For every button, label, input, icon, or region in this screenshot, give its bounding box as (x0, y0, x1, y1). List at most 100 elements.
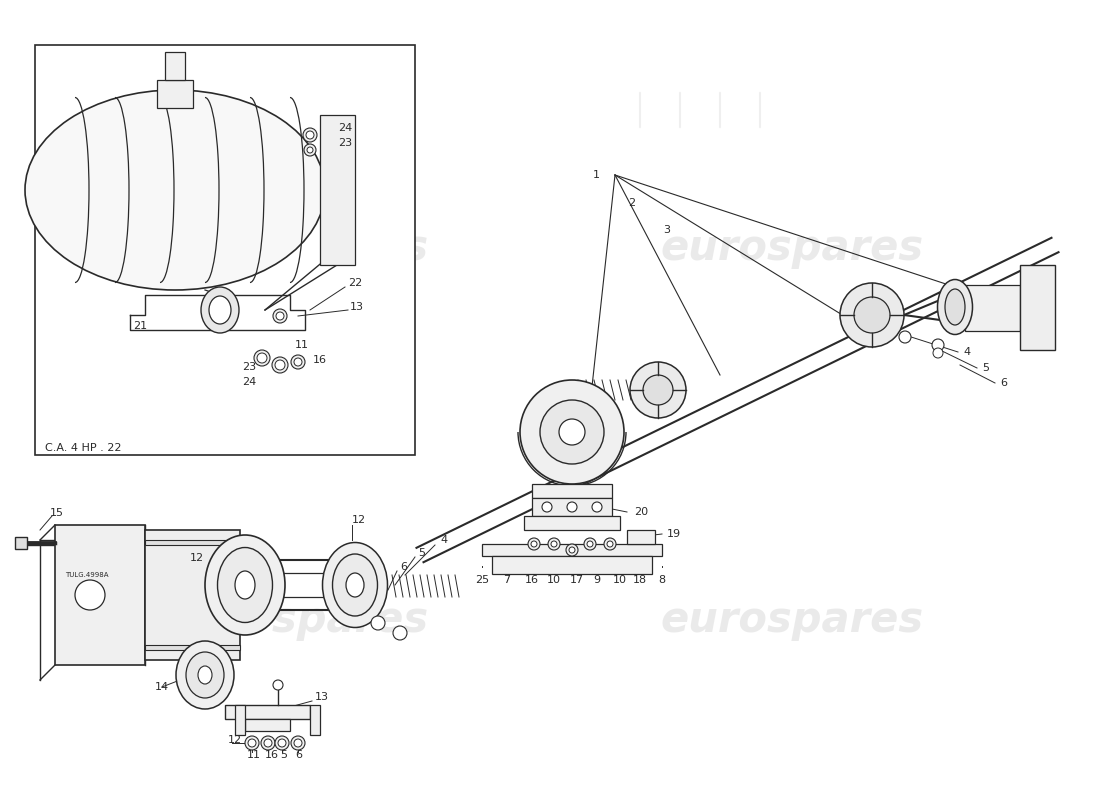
Bar (145, 540, 240, 545)
Ellipse shape (332, 554, 377, 616)
Circle shape (273, 680, 283, 690)
Bar (524, 516, 620, 530)
Circle shape (592, 502, 602, 512)
Circle shape (294, 358, 302, 366)
Circle shape (520, 380, 624, 484)
Text: 12: 12 (352, 515, 366, 525)
Circle shape (254, 350, 270, 366)
Text: 14: 14 (155, 682, 169, 692)
Circle shape (933, 348, 943, 358)
Bar (245, 719, 290, 731)
Circle shape (584, 538, 596, 550)
Text: 5: 5 (280, 750, 287, 760)
Bar (145, 530, 240, 660)
Bar (235, 705, 245, 735)
Text: 9: 9 (593, 575, 601, 585)
Circle shape (294, 739, 302, 747)
Circle shape (566, 502, 578, 512)
Text: 25: 25 (475, 575, 490, 585)
Text: 11: 11 (295, 340, 309, 350)
Circle shape (587, 541, 593, 547)
Text: C.A. 4 HP . 22: C.A. 4 HP . 22 (45, 443, 121, 453)
Circle shape (307, 147, 314, 153)
Text: eurospares: eurospares (660, 227, 924, 269)
Text: 16: 16 (265, 750, 279, 760)
Circle shape (302, 128, 317, 142)
Text: 5: 5 (982, 363, 989, 373)
Bar (320, 115, 355, 265)
Text: 7: 7 (504, 575, 510, 585)
Text: 3: 3 (663, 225, 670, 235)
Circle shape (542, 502, 552, 512)
Text: 16: 16 (525, 575, 539, 585)
Bar (482, 544, 662, 556)
Ellipse shape (346, 573, 364, 597)
Text: eurospares: eurospares (165, 599, 429, 641)
Bar (165, 52, 185, 80)
Circle shape (932, 339, 944, 351)
Circle shape (540, 400, 604, 464)
Circle shape (371, 616, 385, 630)
Bar (627, 530, 654, 544)
Circle shape (306, 131, 313, 139)
Text: 10: 10 (613, 575, 627, 585)
Text: 13: 13 (350, 302, 364, 312)
Circle shape (304, 144, 316, 156)
Circle shape (604, 538, 616, 550)
Text: 24: 24 (242, 377, 256, 387)
Text: 24: 24 (338, 123, 352, 133)
Circle shape (275, 736, 289, 750)
Ellipse shape (209, 296, 231, 324)
Circle shape (840, 283, 904, 347)
Text: 21: 21 (133, 321, 147, 331)
Circle shape (531, 541, 537, 547)
Circle shape (245, 736, 258, 750)
Circle shape (272, 357, 288, 373)
Text: 2: 2 (628, 198, 635, 208)
Text: 10: 10 (547, 575, 561, 585)
Text: 5: 5 (418, 548, 425, 558)
Bar (532, 498, 612, 516)
Ellipse shape (322, 542, 387, 627)
Text: 6: 6 (400, 562, 407, 572)
Circle shape (569, 547, 575, 553)
Bar (532, 484, 612, 498)
Ellipse shape (235, 571, 255, 599)
Circle shape (393, 626, 407, 640)
Text: 18: 18 (632, 575, 647, 585)
Circle shape (644, 375, 673, 405)
Circle shape (292, 736, 305, 750)
Bar (157, 80, 192, 108)
Text: 11: 11 (248, 750, 261, 760)
Text: 16: 16 (314, 355, 327, 365)
Circle shape (275, 360, 285, 370)
Bar (55, 525, 145, 665)
Text: 15: 15 (50, 508, 64, 518)
Circle shape (607, 541, 613, 547)
Circle shape (278, 739, 286, 747)
Ellipse shape (205, 535, 285, 635)
Text: 12: 12 (228, 735, 242, 745)
Text: 6: 6 (1000, 378, 1006, 388)
Circle shape (899, 331, 911, 343)
Ellipse shape (25, 90, 324, 290)
Ellipse shape (186, 652, 224, 698)
Ellipse shape (198, 666, 212, 684)
Text: 13: 13 (315, 692, 329, 702)
Circle shape (292, 355, 305, 369)
Circle shape (528, 538, 540, 550)
Text: eurospares: eurospares (660, 599, 924, 641)
Bar (965, 285, 1020, 331)
Text: 12: 12 (190, 553, 205, 563)
Ellipse shape (937, 279, 972, 334)
Circle shape (273, 309, 287, 323)
Circle shape (551, 541, 557, 547)
Bar (492, 556, 652, 574)
Bar (15, 537, 28, 549)
Text: TULG.4998A: TULG.4998A (65, 572, 109, 578)
Text: 6: 6 (295, 750, 302, 760)
Bar (1020, 265, 1055, 350)
Text: 23: 23 (338, 138, 352, 148)
Circle shape (630, 362, 686, 418)
Text: 4: 4 (440, 535, 447, 545)
